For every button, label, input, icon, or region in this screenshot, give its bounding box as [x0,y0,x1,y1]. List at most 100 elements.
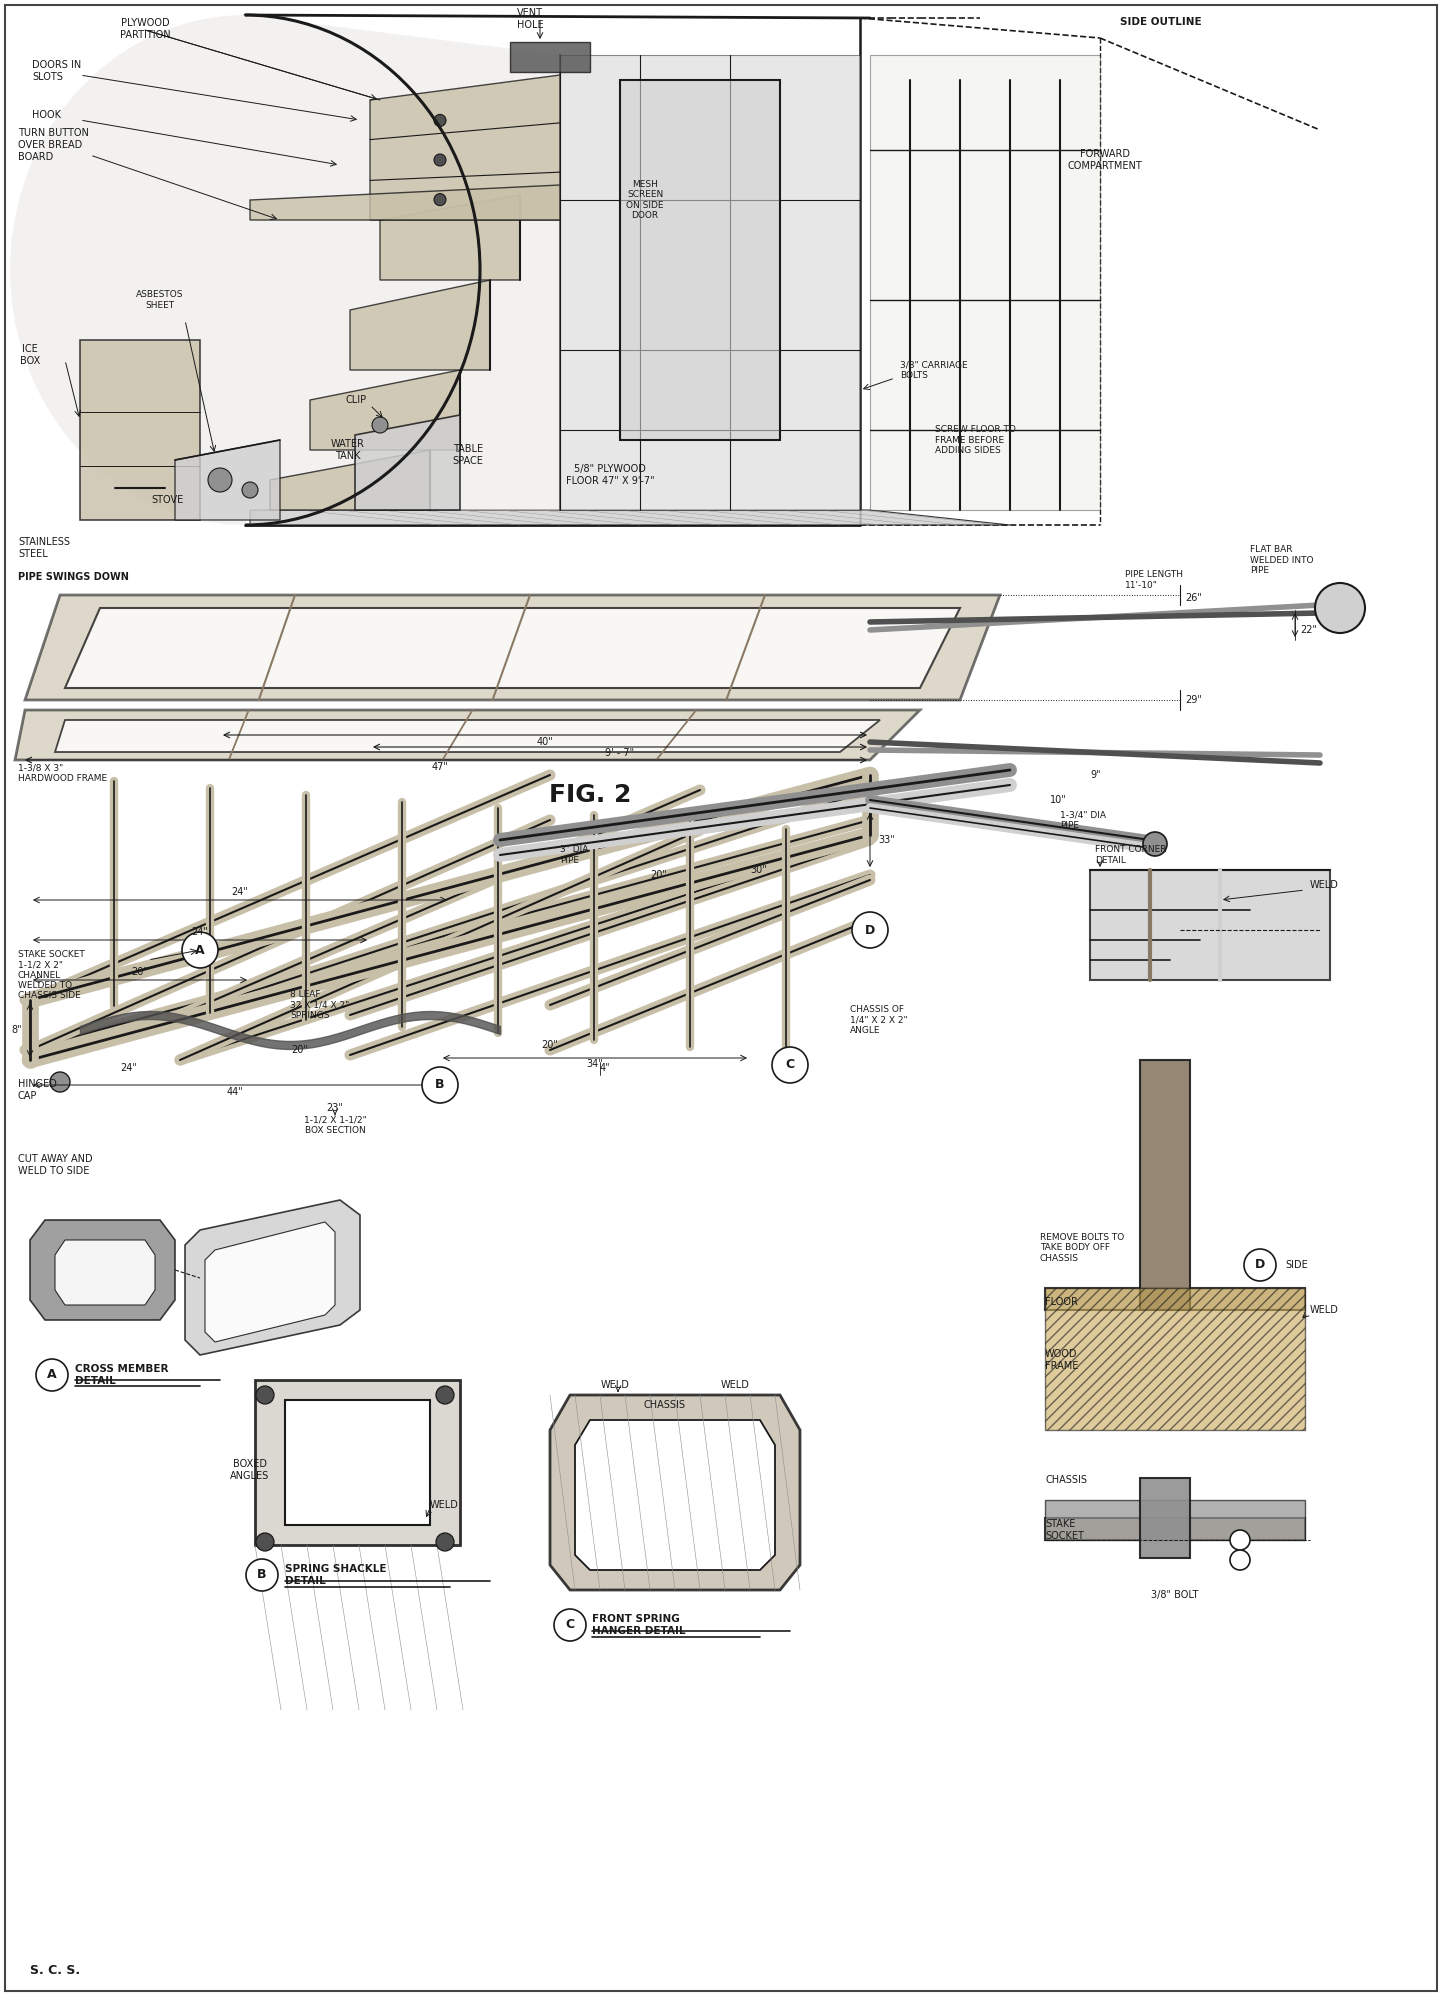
Circle shape [1144,832,1167,856]
Text: TURN BUTTON
OVER BREAD
BOARD: TURN BUTTON OVER BREAD BOARD [17,128,89,162]
Text: 9": 9" [1090,770,1100,780]
Text: S. C. S.: S. C. S. [30,1964,81,1976]
Text: 5/8" PLYWOOD
FLOOR 47" X 9'-7": 5/8" PLYWOOD FLOOR 47" X 9'-7" [565,465,655,485]
Text: PIPE LENGTH
11'-10": PIPE LENGTH 11'-10" [1125,571,1182,589]
Text: MESH
SCREEN
ON SIDE
DOOR: MESH SCREEN ON SIDE DOOR [626,180,663,220]
Circle shape [771,1048,808,1084]
Text: STOVE: STOVE [151,495,185,505]
Circle shape [1315,583,1366,633]
Circle shape [182,932,218,968]
Polygon shape [355,415,460,511]
Text: TABLE
SPACE: TABLE SPACE [453,445,483,465]
Text: CHASSIS OF
1/4" X 2 X 2"
ANGLE: CHASSIS OF 1/4" X 2 X 2" ANGLE [849,1006,907,1034]
Text: WELD: WELD [430,1501,459,1511]
Polygon shape [371,76,559,220]
Circle shape [257,1385,274,1403]
Text: 3" DIA
PIPE: 3" DIA PIPE [559,844,588,864]
Circle shape [434,114,446,126]
Polygon shape [10,16,559,525]
Text: STAKE SOCKET
1-1/2 X 2"
CHANNEL
WELDED TO
CHASSIS SIDE: STAKE SOCKET 1-1/2 X 2" CHANNEL WELDED T… [17,950,85,1000]
Polygon shape [205,1222,335,1341]
Text: PIPE SWINGS DOWN: PIPE SWINGS DOWN [17,573,128,583]
Polygon shape [249,511,1009,525]
Text: 26": 26" [1185,593,1201,603]
Text: 20": 20" [131,966,149,976]
Text: 47": 47" [431,762,448,772]
Text: ASBESTOS
SHEET: ASBESTOS SHEET [136,289,183,309]
Text: 20": 20" [542,1040,558,1050]
Circle shape [1244,1249,1276,1281]
Text: FRONT SPRING
HANGER DETAIL: FRONT SPRING HANGER DETAIL [593,1615,685,1637]
Text: D: D [1255,1259,1265,1271]
Text: SCREW FLOOR TO
FRAME BEFORE
ADDING SIDES: SCREW FLOOR TO FRAME BEFORE ADDING SIDES [934,425,1015,455]
Polygon shape [185,1200,360,1355]
Text: 22": 22" [1301,625,1317,635]
Polygon shape [30,1220,174,1319]
Circle shape [435,1385,454,1403]
Polygon shape [65,609,960,689]
Bar [1090,870,1330,980]
Text: BOXED
ANGLES: BOXED ANGLES [231,1459,270,1481]
Text: STAINLESS
STEEL: STAINLESS STEEL [17,537,71,559]
Text: 1-3/4" DIA
PIPE: 1-3/4" DIA PIPE [1060,810,1106,830]
Circle shape [372,417,388,433]
Text: FORWARD
COMPARTMENT: FORWARD COMPARTMENT [1067,150,1142,172]
Circle shape [36,1359,68,1391]
Bar [1141,1477,1190,1559]
Polygon shape [55,1240,154,1305]
Bar [255,1379,460,1545]
Text: PLYWOOD
PARTITION: PLYWOOD PARTITION [120,18,170,40]
Polygon shape [310,369,460,449]
Circle shape [434,154,446,166]
Text: VENT
HOLE: VENT HOLE [516,8,544,30]
Text: 1-1/2 X 1-1/2"
BOX SECTION: 1-1/2 X 1-1/2" BOX SECTION [304,1116,366,1134]
Text: SIDE: SIDE [1285,1259,1308,1269]
Text: 34": 34" [587,1060,603,1070]
Text: B: B [257,1569,267,1581]
Text: 24": 24" [120,1064,137,1074]
Bar [1045,1287,1305,1429]
Polygon shape [25,595,999,701]
Text: A: A [48,1369,56,1381]
Polygon shape [174,439,280,521]
Text: 24": 24" [232,886,248,896]
Text: CROSS MEMBER
DETAIL: CROSS MEMBER DETAIL [75,1363,169,1385]
Text: HINGED
CAP: HINGED CAP [17,1080,56,1102]
Text: WELD: WELD [1309,1305,1338,1315]
Circle shape [435,1533,454,1551]
Polygon shape [270,449,430,511]
Text: SPRING SHACKLE
DETAIL: SPRING SHACKLE DETAIL [286,1565,386,1585]
Circle shape [208,467,232,491]
Text: CHASSIS: CHASSIS [1045,1475,1087,1485]
Text: WELD: WELD [1309,880,1338,890]
Polygon shape [14,711,920,760]
Circle shape [257,1533,274,1551]
Text: 30": 30" [750,864,767,874]
Text: FIG. 2: FIG. 2 [549,782,632,806]
Text: 23": 23" [326,1104,343,1114]
Circle shape [1230,1531,1250,1551]
Bar [870,56,1100,511]
Bar [510,42,590,72]
Circle shape [434,194,446,206]
Polygon shape [559,56,859,511]
Text: DOORS IN
SLOTS: DOORS IN SLOTS [32,60,81,82]
Bar [286,1399,430,1525]
Text: CHASSIS: CHASSIS [645,1399,686,1409]
Circle shape [554,1609,585,1641]
Polygon shape [350,279,490,369]
Polygon shape [381,196,521,279]
Text: 24": 24" [192,926,209,936]
Text: 3/8" BOLT: 3/8" BOLT [1151,1591,1198,1601]
Bar [1045,1501,1305,1541]
Text: WELD: WELD [721,1379,750,1389]
Text: C: C [786,1058,795,1072]
Text: ICE
BOX: ICE BOX [20,343,40,365]
Text: 10": 10" [1050,794,1067,804]
Text: WATER
TANK: WATER TANK [332,439,365,461]
Text: WOOD
FRAME: WOOD FRAME [1045,1349,1079,1371]
Text: C: C [565,1619,574,1631]
Text: FRONT CORNER
DETAIL: FRONT CORNER DETAIL [1094,844,1167,864]
Circle shape [50,1072,71,1092]
Polygon shape [549,1395,800,1591]
